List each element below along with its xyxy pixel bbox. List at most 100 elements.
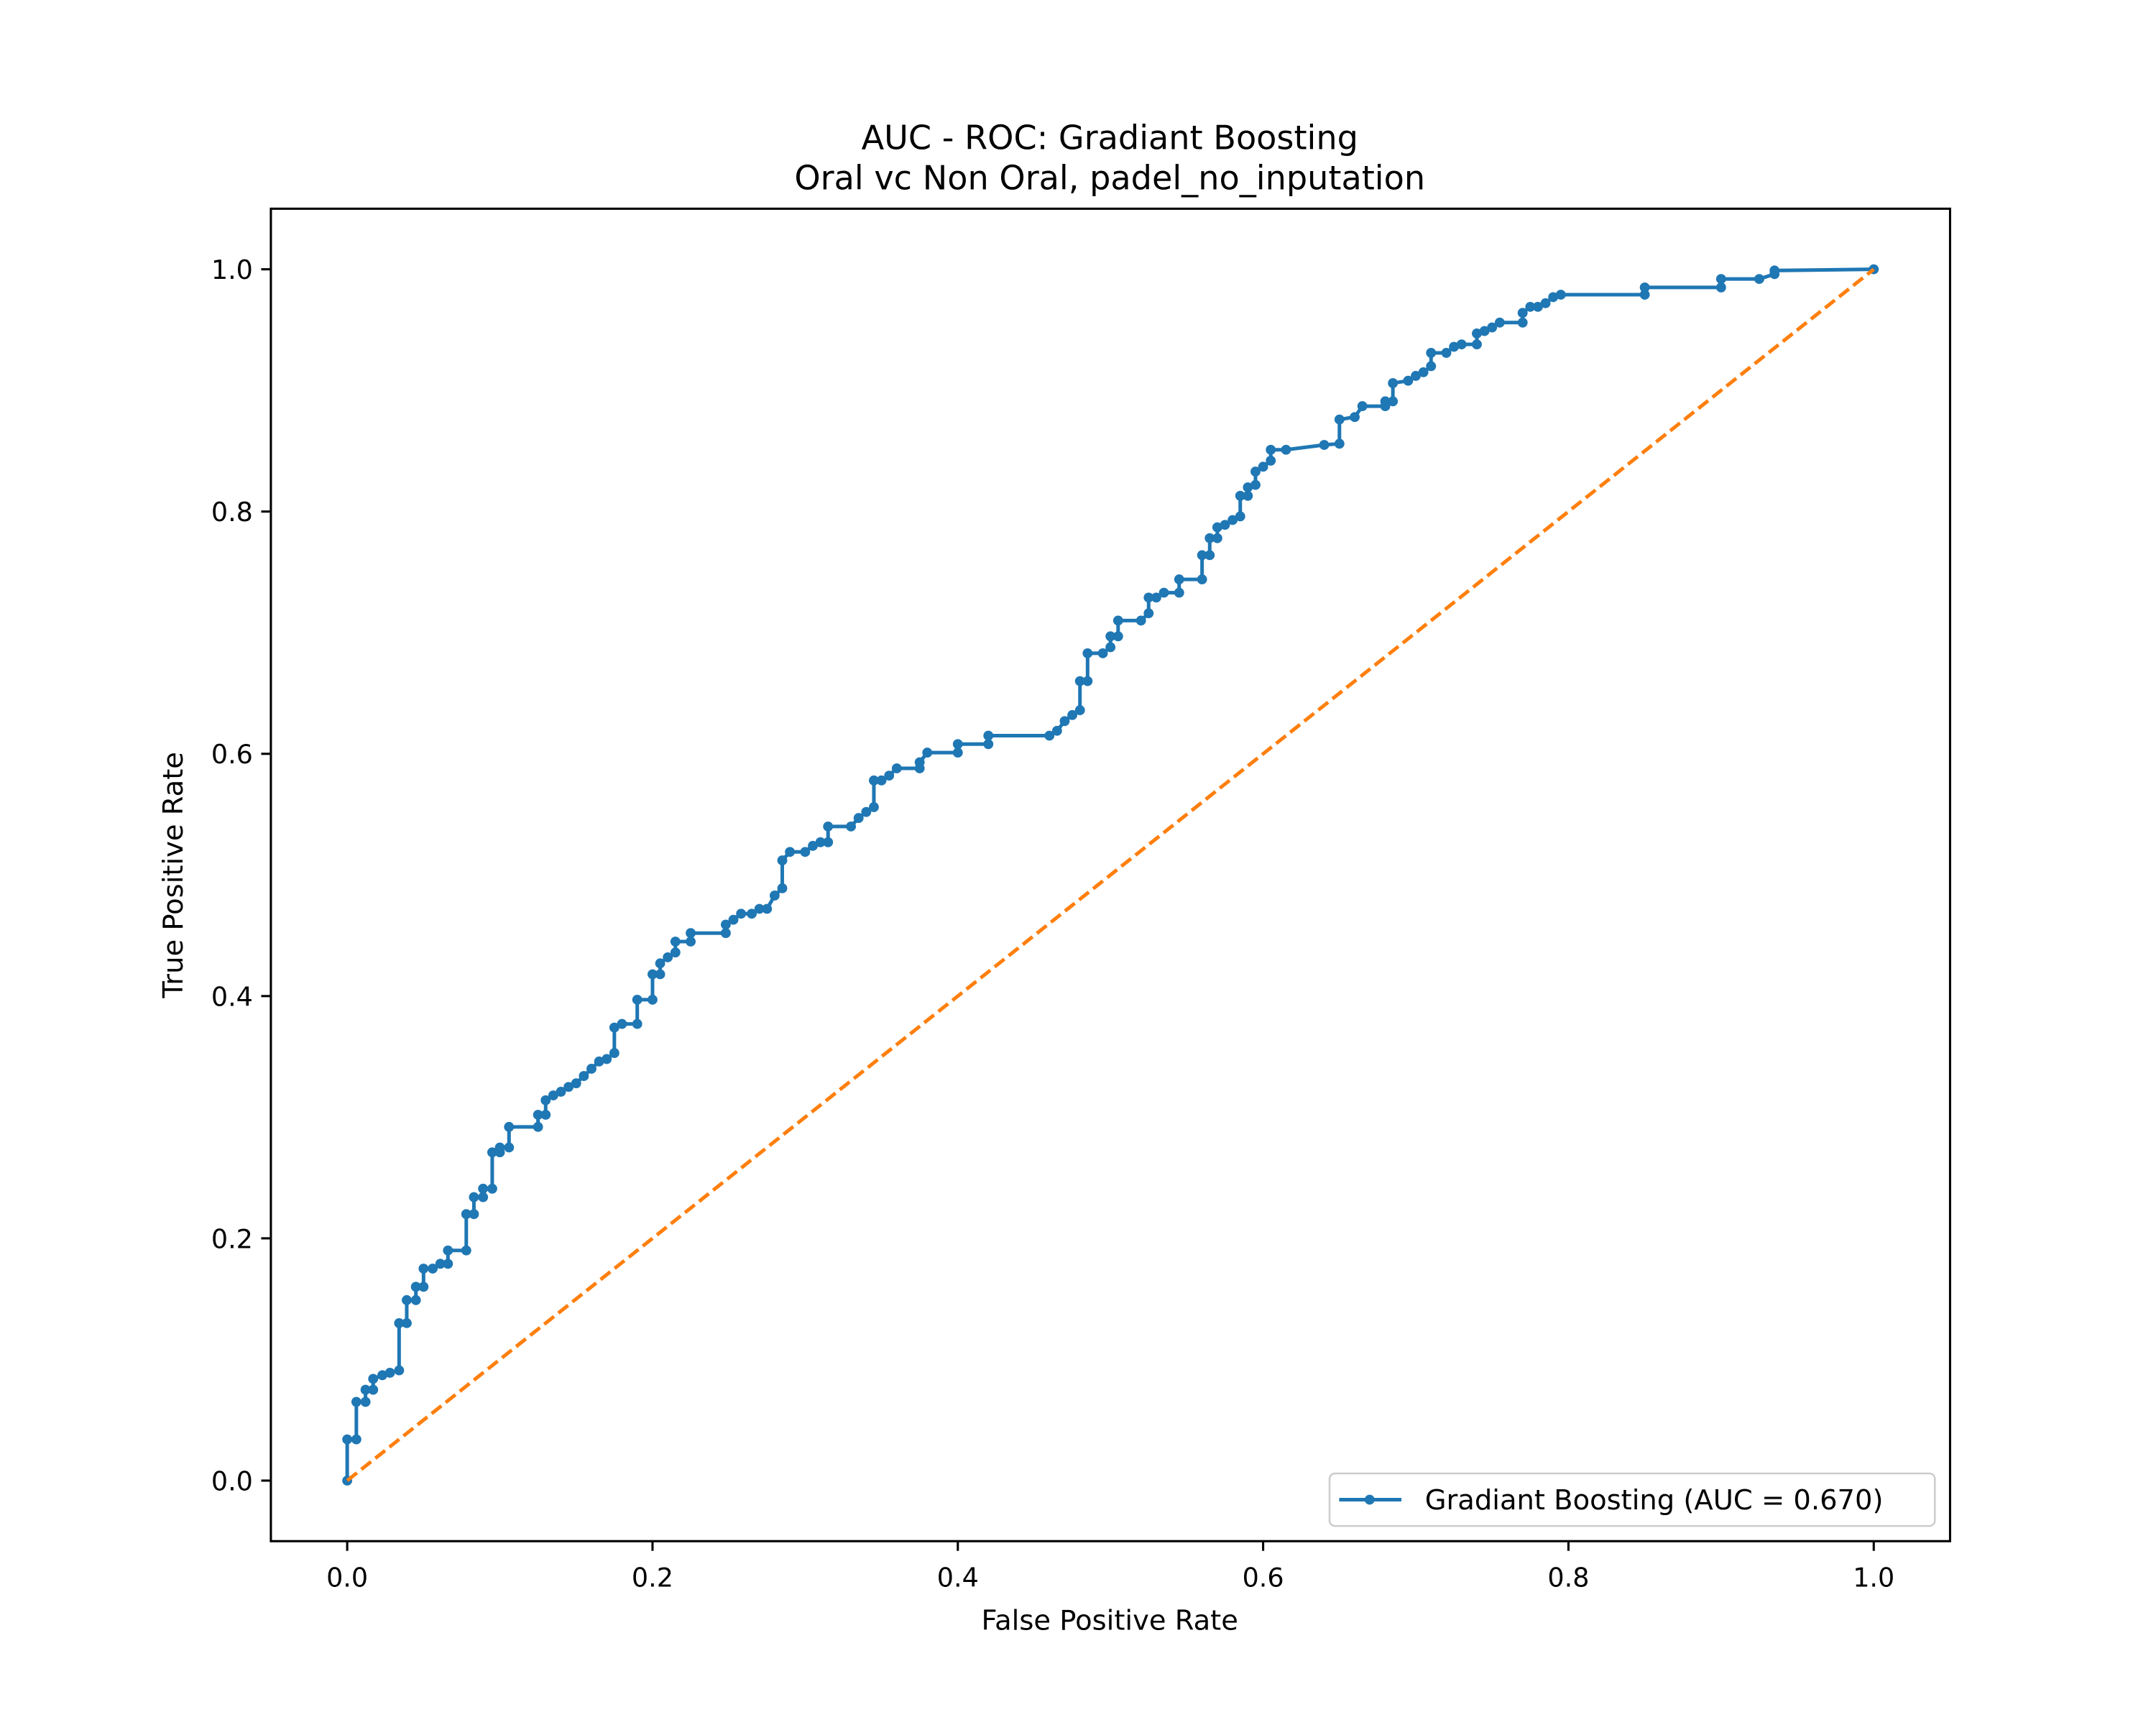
x-tick-label: 0.0 — [326, 1563, 368, 1593]
point-marker — [1472, 339, 1482, 350]
point-marker — [853, 813, 864, 824]
point-marker — [686, 928, 696, 939]
point-marker — [1334, 438, 1345, 449]
point-marker — [1258, 461, 1268, 472]
point-marker — [428, 1264, 438, 1274]
point-marker — [1639, 290, 1650, 300]
point-marker — [952, 739, 963, 750]
legend-marker — [1364, 1494, 1375, 1505]
point-marker — [876, 775, 887, 786]
point-marker — [1487, 322, 1498, 333]
point-marker — [1388, 396, 1399, 407]
point-marker — [1319, 440, 1330, 450]
point-marker — [754, 903, 765, 914]
point-marker — [1357, 401, 1368, 412]
point-marker — [1456, 339, 1467, 350]
legend-label: Gradiant Boosting (AUC = 0.670) — [1425, 1484, 1884, 1517]
point-marker — [469, 1192, 479, 1202]
point-marker — [1243, 482, 1253, 492]
point-marker — [1059, 716, 1070, 727]
point-marker — [461, 1245, 471, 1256]
point-marker — [504, 1121, 515, 1132]
point-marker — [846, 821, 857, 832]
point-marker — [632, 1018, 642, 1029]
point-marker — [487, 1183, 497, 1194]
point-marker — [655, 958, 665, 969]
point-marker — [861, 806, 872, 817]
point-marker — [1418, 367, 1429, 377]
x-tick-label: 0.8 — [1547, 1563, 1589, 1593]
point-marker — [1426, 348, 1437, 358]
point-marker — [777, 883, 788, 893]
point-marker — [351, 1397, 361, 1407]
point-marker — [747, 908, 757, 919]
point-marker — [1212, 522, 1222, 533]
point-marker — [632, 994, 642, 1005]
point-marker — [1441, 348, 1452, 358]
point-marker — [1548, 292, 1559, 303]
x-tick-label: 1.0 — [1853, 1563, 1894, 1593]
point-marker — [1403, 375, 1414, 386]
point-marker — [342, 1434, 353, 1445]
point-marker — [360, 1397, 371, 1407]
point-marker — [609, 1022, 619, 1033]
point-marker — [504, 1142, 515, 1153]
point-marker — [410, 1294, 421, 1305]
point-marker — [1494, 317, 1505, 328]
point-marker — [914, 757, 925, 768]
point-marker — [983, 730, 994, 741]
point-marker — [1533, 301, 1543, 312]
point-marker — [686, 937, 696, 947]
point-marker — [402, 1317, 412, 1328]
point-marker — [394, 1317, 405, 1328]
point-marker — [1426, 361, 1437, 372]
point-marker — [1388, 378, 1399, 388]
point-marker — [1204, 550, 1215, 561]
point-marker — [869, 802, 879, 812]
point-marker — [648, 994, 658, 1005]
point-marker — [1204, 533, 1215, 543]
point-marker — [410, 1282, 421, 1292]
point-marker — [1074, 705, 1085, 716]
point-marker — [1243, 490, 1253, 501]
point-marker — [869, 775, 879, 786]
point-marker — [1143, 608, 1154, 619]
point-marker — [1639, 282, 1650, 293]
point-marker — [952, 748, 963, 758]
point-marker — [1074, 676, 1085, 686]
point-marker — [1250, 466, 1261, 477]
point-marker — [602, 1054, 612, 1064]
point-marker — [1112, 631, 1123, 642]
point-marker — [762, 903, 773, 914]
point-marker — [1250, 479, 1261, 490]
point-marker — [1380, 396, 1391, 407]
point-marker — [1472, 328, 1482, 339]
point-marker — [1067, 709, 1078, 720]
point-marker — [1220, 520, 1230, 530]
point-marker — [1051, 725, 1062, 736]
point-marker — [469, 1209, 479, 1220]
point-marker — [655, 969, 665, 980]
point-marker — [785, 847, 796, 857]
point-marker — [670, 937, 681, 947]
x-tick-label: 0.2 — [632, 1563, 673, 1593]
point-marker — [609, 1048, 619, 1058]
point-marker — [461, 1209, 471, 1220]
y-tick-label: 0.0 — [211, 1466, 253, 1496]
y-tick-label: 0.6 — [211, 739, 253, 770]
point-marker — [1082, 676, 1093, 686]
point-marker — [1174, 574, 1184, 585]
legend-box — [1328, 1472, 1936, 1527]
point-marker — [1082, 648, 1093, 658]
y-tick-label: 0.2 — [211, 1223, 253, 1254]
point-marker — [1266, 456, 1276, 466]
point-marker — [884, 770, 895, 781]
point-marker — [443, 1259, 453, 1269]
point-marker — [579, 1071, 589, 1081]
point-marker — [1212, 533, 1222, 543]
point-marker — [418, 1264, 429, 1274]
point-marker — [1769, 265, 1780, 276]
point-marker — [1540, 298, 1551, 308]
